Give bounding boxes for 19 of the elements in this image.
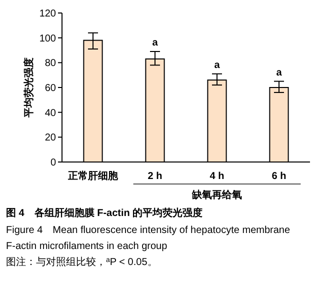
y-tick-label: 0 bbox=[50, 158, 56, 168]
data-label: a bbox=[152, 37, 158, 48]
x-tick-label: 4 h bbox=[210, 171, 224, 182]
x-tick-label: 6 h bbox=[272, 171, 286, 182]
y-tick-label: 100 bbox=[39, 33, 56, 44]
text: 图注：与对照组比较，$^{a}$P < 0.05。 bbox=[6, 256, 158, 268]
y-tick-label: 60 bbox=[44, 83, 56, 94]
text: 图 4 各组肝细胞膜 F-actin 的平均荧光强度 bbox=[6, 207, 203, 219]
y-tick-label: 40 bbox=[44, 108, 56, 119]
y-tick-label: 20 bbox=[44, 132, 56, 144]
x-axis-title: 缺氧再给氧 bbox=[191, 189, 242, 201]
data-label: a bbox=[214, 60, 220, 71]
x-tick-label: 2 h bbox=[148, 171, 162, 182]
y-tick-label: 120 bbox=[39, 8, 56, 20]
x-tick-label: 正常肝细胞 bbox=[67, 170, 119, 182]
text: Figure 4 Mean fluorescence intensity of hepatocyte membrane F-actin microfilaments in each group bbox=[6, 225, 290, 252]
y-tick-label: 80 bbox=[44, 58, 56, 70]
data-label: a bbox=[276, 67, 282, 78]
y-axis-title: 平均荧光强度 bbox=[23, 58, 35, 118]
